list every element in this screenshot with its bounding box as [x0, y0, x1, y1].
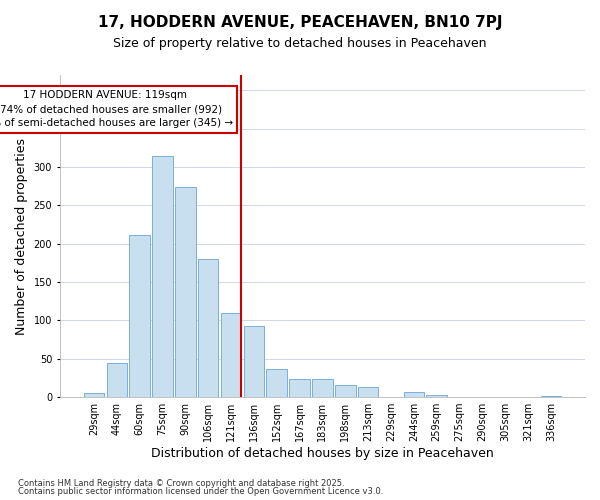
X-axis label: Distribution of detached houses by size in Peacehaven: Distribution of detached houses by size … — [151, 447, 494, 460]
Bar — [312, 378, 332, 397]
Bar — [130, 236, 150, 397]
Bar — [83, 393, 104, 397]
Bar — [266, 368, 287, 397]
Bar — [541, 396, 561, 397]
Bar — [175, 187, 196, 397]
Bar — [404, 392, 424, 397]
Y-axis label: Number of detached properties: Number of detached properties — [15, 138, 28, 334]
Bar — [221, 312, 241, 397]
Bar — [244, 326, 264, 397]
Bar — [335, 385, 356, 397]
Bar — [198, 259, 218, 397]
Bar — [358, 387, 379, 397]
Bar — [427, 395, 447, 397]
Bar — [289, 378, 310, 397]
Text: Contains HM Land Registry data © Crown copyright and database right 2025.: Contains HM Land Registry data © Crown c… — [18, 478, 344, 488]
Text: Contains public sector information licensed under the Open Government Licence v3: Contains public sector information licen… — [18, 487, 383, 496]
Bar — [107, 364, 127, 397]
Text: 17 HODDERN AVENUE: 119sqm
← 74% of detached houses are smaller (992)
26% of semi: 17 HODDERN AVENUE: 119sqm ← 74% of detac… — [0, 90, 233, 128]
Bar — [152, 156, 173, 397]
Text: 17, HODDERN AVENUE, PEACEHAVEN, BN10 7PJ: 17, HODDERN AVENUE, PEACEHAVEN, BN10 7PJ — [98, 15, 502, 30]
Text: Size of property relative to detached houses in Peacehaven: Size of property relative to detached ho… — [113, 38, 487, 51]
